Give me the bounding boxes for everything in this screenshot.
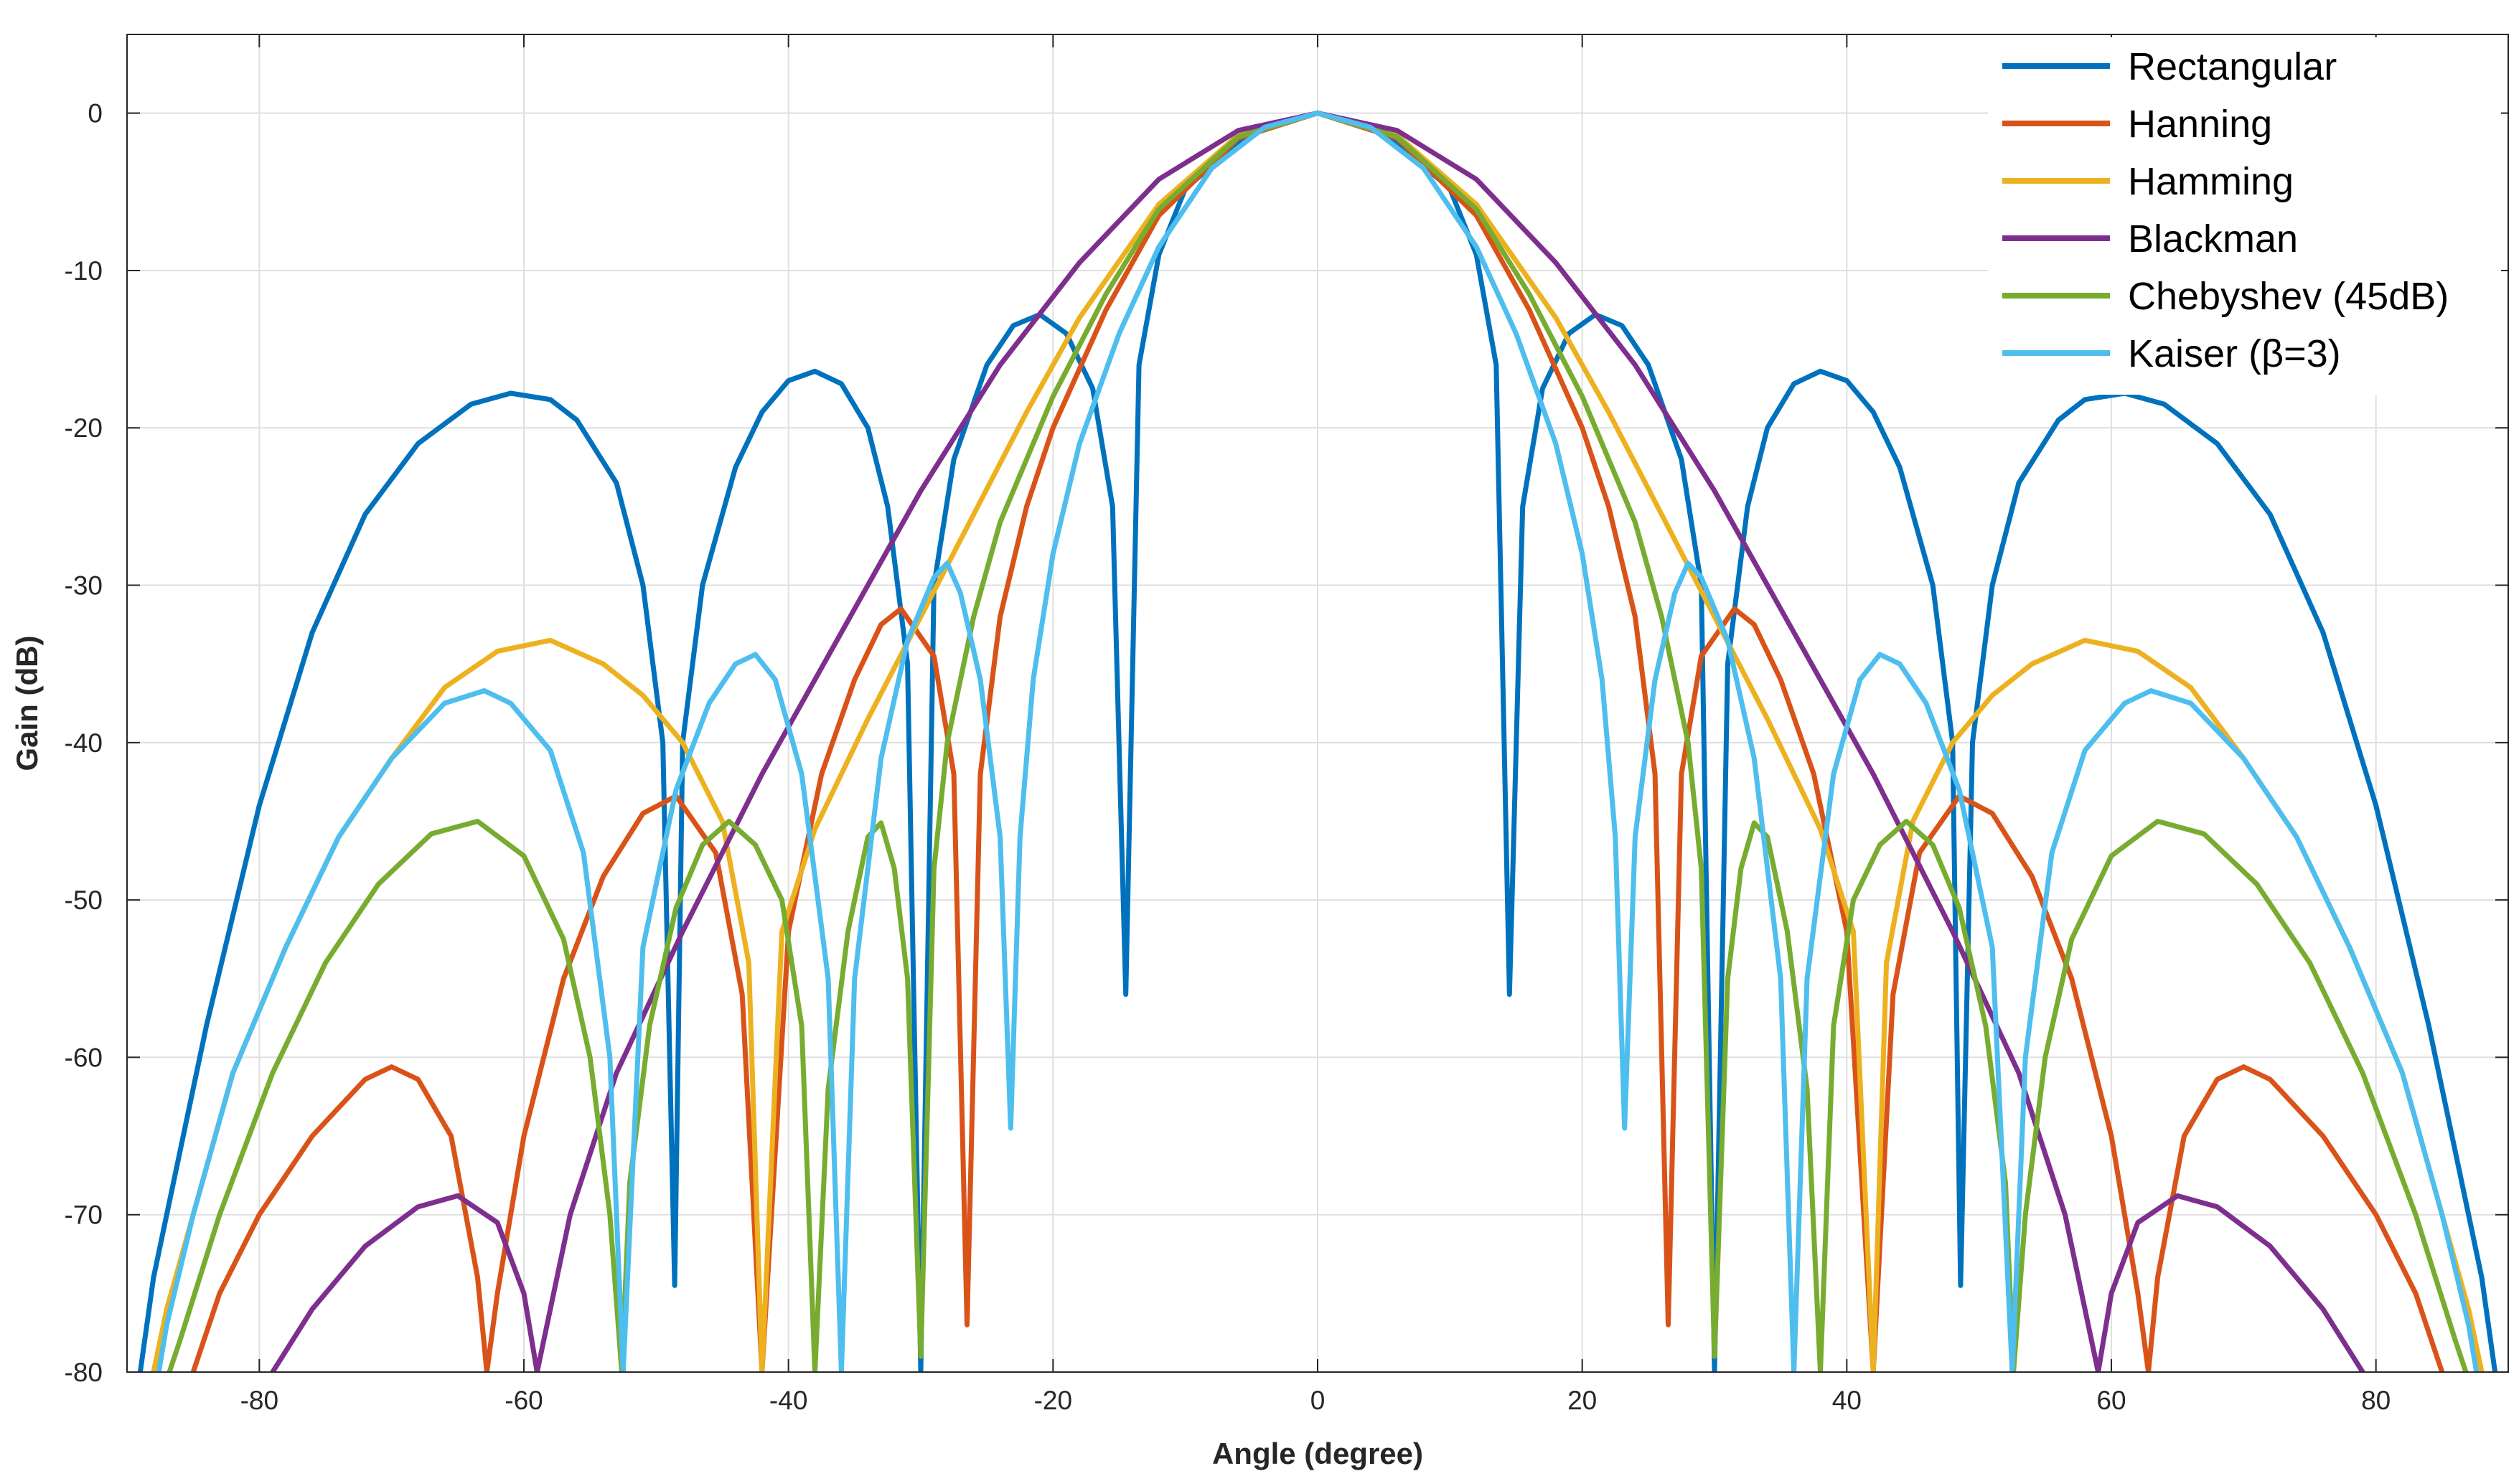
y-tick-label: -50 [65, 886, 103, 915]
series-lines [137, 111, 2498, 1372]
x-axis-label: Angle (degree) [1212, 1437, 1423, 1470]
series-line-kaiser-3 [156, 111, 2480, 1372]
y-tick-label: -20 [65, 413, 103, 443]
x-tick-label: -80 [240, 1386, 278, 1415]
y-tick-label: -30 [65, 571, 103, 601]
y-axis-label: Gain (dB) [10, 636, 44, 771]
y-tick-label: -70 [65, 1201, 103, 1230]
legend-label-chebyshev-45db: Chebyshev (45dB) [2128, 275, 2449, 318]
legend: Rectangular Hanning Hamming Blackman Chebysh… [1988, 37, 2501, 395]
x-tick-label: -20 [1034, 1386, 1072, 1415]
legend-label-blackman: Blackman [2128, 217, 2298, 260]
x-tick-label: 20 [1567, 1386, 1597, 1415]
x-tick-label: 40 [1832, 1386, 1862, 1415]
tick-labels: -80 -60 -40 -20 0 20 40 60 80 0 -10 -20 -30 -40 -50 -60… [65, 99, 2391, 1415]
x-tick-label: -40 [769, 1386, 807, 1415]
y-tick-label: -40 [65, 728, 103, 758]
x-tick-label: 60 [2096, 1386, 2126, 1415]
y-tick-label: -80 [65, 1358, 103, 1387]
y-tick-label: 0 [88, 99, 103, 128]
x-tick-label: -60 [505, 1386, 543, 1415]
legend-label-hanning: Hanning [2128, 103, 2272, 146]
legend-box [1988, 37, 2501, 395]
y-tick-label: -60 [65, 1043, 103, 1072]
legend-label-kaiser-3: Kaiser (β=3) [2128, 332, 2341, 375]
legend-label-hamming: Hamming [2128, 160, 2294, 203]
y-tick-label: -10 [65, 256, 103, 286]
legend-label-rectangular: Rectangular [2128, 45, 2337, 88]
x-tick-label: 0 [1310, 1386, 1326, 1415]
x-tick-label: 80 [2361, 1386, 2391, 1415]
